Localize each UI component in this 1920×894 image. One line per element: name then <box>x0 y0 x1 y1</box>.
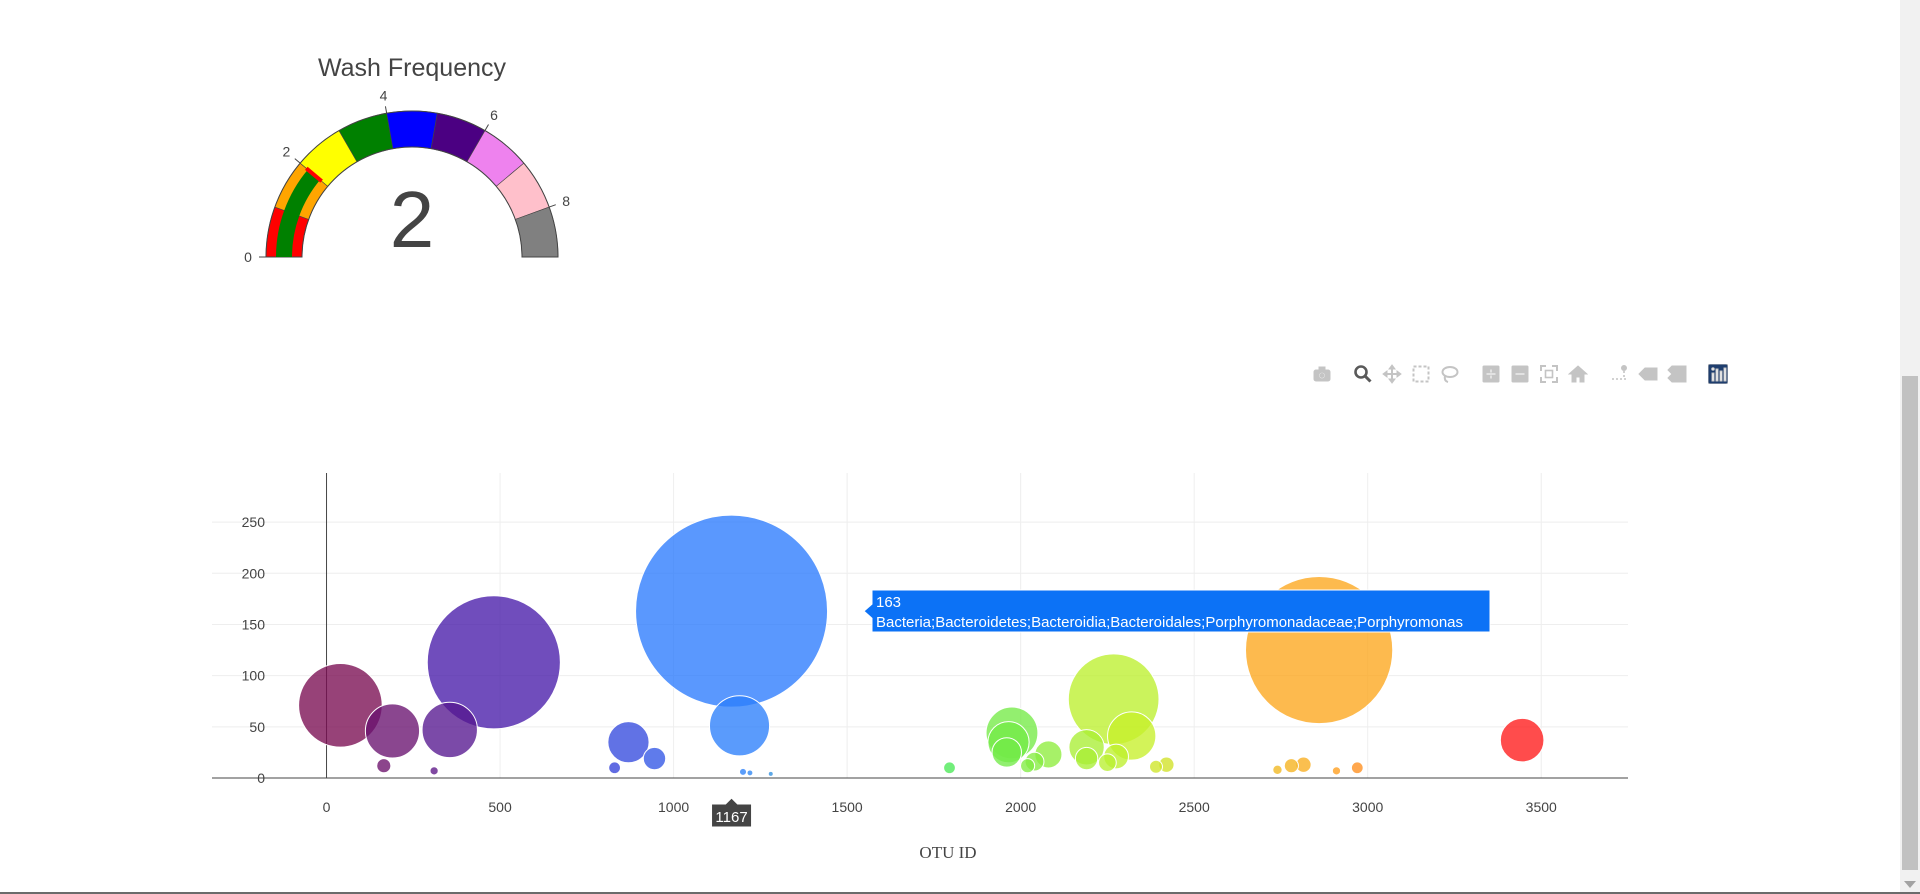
bubble-point <box>642 746 667 771</box>
autoscale-button[interactable] <box>1537 362 1561 386</box>
gauge-tick-3 <box>484 124 489 131</box>
modebar-group <box>1479 362 1595 386</box>
pan-icon <box>1382 364 1402 384</box>
bubble-point <box>608 761 621 775</box>
bubble-point <box>767 770 774 777</box>
gauge-value-number: 2 <box>390 175 435 264</box>
modebar-group <box>1607 362 1694 386</box>
bubble-point <box>1331 766 1342 776</box>
x-axis-title: OTU ID <box>919 843 976 862</box>
vertical-scrollbar[interactable] <box>1900 0 1920 892</box>
spike-lines-icon <box>1612 365 1627 380</box>
pan-button[interactable] <box>1380 362 1404 386</box>
camera-button[interactable] <box>1310 362 1334 386</box>
gauge-tick-4 <box>549 204 556 208</box>
autoscale-icon <box>1540 365 1558 383</box>
bubble-point <box>1020 758 1036 774</box>
bubble-point <box>943 761 956 775</box>
hover-tooltip-value: 163 <box>876 594 901 611</box>
hover-x-label-box <box>711 797 753 828</box>
bubble-point <box>376 758 392 774</box>
zoom-icon <box>1354 365 1372 383</box>
bubble-point <box>991 737 1022 768</box>
bubble-point <box>1149 759 1163 774</box>
box-select-icon <box>1412 365 1430 383</box>
bubble-point <box>429 766 439 776</box>
bubble-point <box>1272 764 1283 776</box>
gauge-tick-label-4: 8 <box>562 193 570 209</box>
lasso-select-button[interactable] <box>1438 362 1462 386</box>
box-select-button[interactable] <box>1409 362 1433 386</box>
bubble-point <box>1098 753 1117 772</box>
x-tick-label-1: 500 <box>488 799 512 815</box>
gauge-tick-1 <box>294 158 301 164</box>
modebar-group <box>1706 362 1735 386</box>
hover-x-label: 1167 <box>715 809 747 826</box>
x-tick-label-5: 2500 <box>1179 799 1210 815</box>
y-tick-label-3: 150 <box>242 616 266 632</box>
y-tick-label-5: 250 <box>242 514 266 530</box>
scroll-down-arrow-icon[interactable] <box>1904 881 1916 888</box>
gauge-threshold-line <box>305 166 323 183</box>
plotly-logo-button[interactable] <box>1706 362 1730 386</box>
gauge-value-bar <box>276 169 321 257</box>
hover-closest-button[interactable] <box>1636 362 1660 386</box>
gauge-tick-label-2: 4 <box>380 87 388 103</box>
zoom-out-button[interactable] <box>1508 362 1532 386</box>
hover-compare-icon <box>1667 365 1687 383</box>
gauge-title: Wash Frequency <box>317 54 507 82</box>
modebar-group <box>1310 362 1339 386</box>
bubble-point <box>426 595 561 730</box>
x-tick-label-0: 0 <box>323 799 331 815</box>
bubble-point <box>738 767 748 776</box>
bubble-point <box>708 695 771 757</box>
y-tick-label-2: 100 <box>242 668 266 684</box>
reset-axes-button[interactable] <box>1566 362 1590 386</box>
gauge-outline <box>265 110 559 258</box>
y-tick-label-0: 0 <box>257 770 265 786</box>
scrollbar-thumb[interactable] <box>1902 376 1918 870</box>
gauge-chart: 0 2 4 6 8 2 <box>244 87 570 265</box>
bubble-point <box>1283 758 1299 774</box>
gauge-tick-2 <box>384 106 388 114</box>
bubble-point <box>1350 761 1364 775</box>
gauge-tick-label-1: 2 <box>282 144 290 160</box>
hover-tooltip-label: Bacteria;Bacteroidetes;Bacteroidia;Bacte… <box>876 614 1463 631</box>
bubble-point <box>607 721 650 764</box>
y-tick-label-1: 50 <box>249 719 265 735</box>
bubble-point <box>635 514 829 708</box>
x-tick-label-7: 3500 <box>1526 799 1557 815</box>
camera-icon <box>1313 366 1331 382</box>
bubble-point <box>421 701 478 759</box>
bubble-point <box>1499 717 1545 763</box>
modebar <box>1310 362 1747 386</box>
bubble-point <box>746 769 754 777</box>
modebar-group <box>1351 362 1467 386</box>
x-tick-label-6: 3000 <box>1352 799 1383 815</box>
plotly-logo-icon <box>1708 364 1728 384</box>
hover-compare-button[interactable] <box>1665 362 1689 386</box>
reset-axes-icon <box>1568 365 1588 383</box>
hover-closest-icon <box>1638 367 1658 381</box>
gauge-tick-label-3: 6 <box>490 107 498 123</box>
bubble-point <box>1074 746 1099 771</box>
bubble-point <box>364 703 421 759</box>
spike-lines-button[interactable] <box>1607 362 1631 386</box>
window-bottom-border <box>0 892 1920 894</box>
lasso-select-icon <box>1441 366 1459 383</box>
zoom-button[interactable] <box>1351 362 1375 386</box>
zoom-in-button[interactable] <box>1479 362 1503 386</box>
x-tick-label-3: 1500 <box>832 799 863 815</box>
zoom-in-icon <box>1482 365 1500 383</box>
zoom-out-icon <box>1511 365 1529 383</box>
y-tick-label-4: 200 <box>242 565 266 581</box>
x-tick-label-4: 2000 <box>1005 799 1036 815</box>
gauge-tick-label-0: 0 <box>244 249 252 265</box>
hover-tooltip-box <box>863 589 1491 633</box>
x-tick-label-2: 1000 <box>658 799 689 815</box>
